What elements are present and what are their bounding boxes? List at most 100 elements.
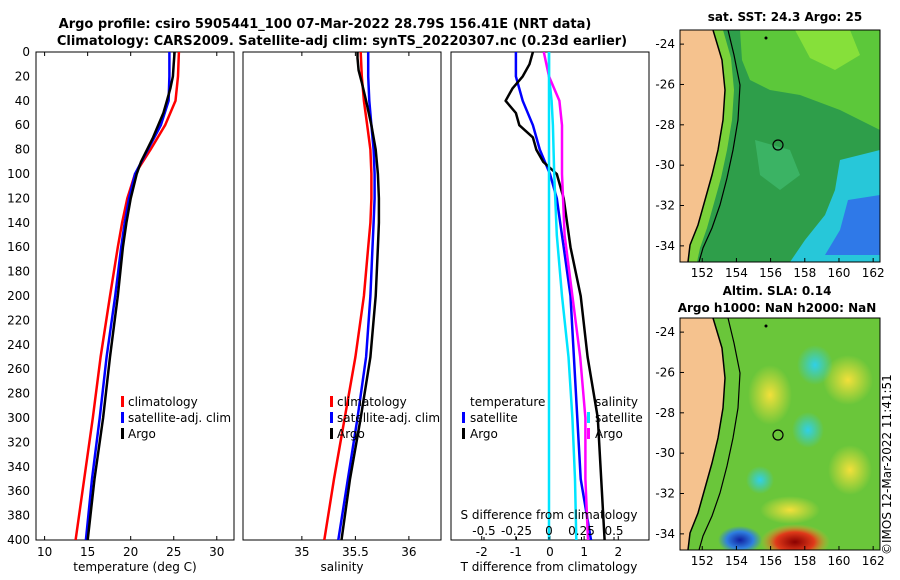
series-line-satellite-adj-clim [84,52,171,540]
sla-high-2 [823,355,873,405]
difference-xlabel: T difference from climatology [460,560,638,574]
depth-tick-label: 20 [15,69,30,83]
depth-tick-label: 80 [15,143,30,157]
legend-label-t-argo: Argo [470,427,498,441]
salinity-panel: 35 35.5 36 salinity climatology satellite-… [242,51,442,574]
isobath [698,30,741,262]
map-y-tick-label: -34 [655,239,675,253]
argo-position-marker [772,429,784,441]
x2-tick-label: -0.25 [501,524,532,538]
map-x-tick-label: 154 [725,266,748,280]
depth-tick-label: 220 [7,313,30,327]
depth-tick-label: 60 [15,118,30,132]
series-line-t-argo [504,52,606,540]
x-tick-label: 2 [614,545,622,559]
depth-tick-label: 160 [7,240,30,254]
legend-swatch-climatology [330,396,333,407]
x-tick-label: -1 [510,545,522,559]
sla-map-title-line2: Argo h1000: NaN h2000: NaN [678,301,877,315]
sla-low-1 [797,345,833,385]
difference-legend-salinity: salinity satellite Argo [587,395,643,441]
coastline [687,30,726,262]
salinity-x-ticks: 35 35.5 36 [294,52,417,559]
imos-timestamp: ©IMOS 12-Mar-2022 11:41:51 [880,374,894,555]
legend-swatch-argo [121,428,124,439]
x2-tick-label: 0.5 [604,524,623,538]
sla-map-ticks: 152 154 156 158 160 162 -24 -26 -28 -30 -32 -34 [655,325,884,568]
map-y-tick-label: -26 [655,365,675,379]
map-x-tick-label: 160 [828,266,851,280]
depth-tick-label: 40 [15,94,30,108]
x2-tick-label: 0.25 [568,524,595,538]
isobath [698,318,741,550]
series-line-argo [86,52,176,540]
x-tick-label: 15 [80,545,95,559]
map-y-tick-label: -28 [655,406,675,420]
x-tick-label: 30 [209,545,224,559]
x-tick-label: 35 [294,545,309,559]
sst-mid-patch [755,140,800,190]
x-tick-label: -2 [476,545,488,559]
depth-tick-label: 140 [7,216,30,230]
legend-swatch-satellite-adj [330,412,333,423]
temperature-xlabel: temperature (deg C) [73,560,196,574]
series-line-climatology [323,52,373,540]
depth-tick-label: 0 [22,45,30,59]
legend-label-climatology: climatology [337,395,407,409]
legend-swatch-t-argo [462,428,465,439]
legend-swatch-climatology [121,396,124,407]
map-y-tick-label: -30 [655,446,675,460]
temperature-axes-box [35,51,235,541]
map-x-tick-label: 160 [828,554,851,568]
depth-tick-label: 320 [7,435,30,449]
sst-warm-patch [795,30,860,70]
depth-tick-label: 360 [7,484,30,498]
sst-map-image [680,30,880,262]
depth-tick-label: 340 [7,460,30,474]
sst-map-frame [679,29,881,263]
x-tick-label: 10 [37,545,52,559]
argo-position-marker [772,139,784,151]
island-marker [764,36,768,40]
series-line-s-satellite [547,52,578,540]
difference-x2label: S difference from climatology [461,508,638,522]
sst-map-ticks: 152 154 156 158 160 162 -24 -26 -28 -30 -32 -34 [655,37,884,280]
map-y-tick-label: -24 [655,37,675,51]
series-line-argo [340,52,381,540]
depth-tick-label: 180 [7,265,30,279]
salinity-legend: climatology satellite-adj. clim Argo [330,395,440,441]
series-line-t-satellite [514,52,593,540]
x2-tick-label: 0 [545,524,553,538]
legend-label-argo: Argo [128,427,156,441]
map-x-tick-label: 152 [691,554,714,568]
coastline [687,318,726,550]
legend-label-t-satellite: satellite [470,411,518,425]
depth-tick-label: 300 [7,411,30,425]
map-x-tick-label: 154 [725,554,748,568]
legend-label-satellite-adj: satellite-adj. clim [337,411,440,425]
legend-swatch-s-argo [587,428,590,439]
x-tick-label: 36 [401,545,416,559]
map-x-tick-label: 162 [862,266,885,280]
map-y-tick-label: -24 [655,325,675,339]
x-tick-label: 25 [166,545,181,559]
legend-swatch-s-satellite [587,412,590,423]
depth-tick-label: 380 [7,509,30,523]
sla-high-4 [760,496,820,524]
legend-swatch-t-satellite [462,412,465,423]
difference-lines [504,52,606,540]
map-x-tick-label: 152 [691,266,714,280]
sla-low-south [718,526,762,550]
map-y-tick-label: -30 [655,158,675,172]
x-tick-label: 1 [580,545,588,559]
temperature-lines [74,52,181,540]
temperature-legend: climatology satellite-adj. clim Argo [121,395,231,441]
map-x-tick-label: 162 [862,554,885,568]
x2-tick-label: -0.5 [472,524,495,538]
series-line-climatology [74,52,181,540]
sla-high-3 [828,445,872,495]
legend-label-satellite-adj: satellite-adj. clim [128,411,231,425]
sst-cold-patch [825,195,880,255]
map-x-tick-label: 156 [759,554,782,568]
sla-low-3 [792,412,824,448]
